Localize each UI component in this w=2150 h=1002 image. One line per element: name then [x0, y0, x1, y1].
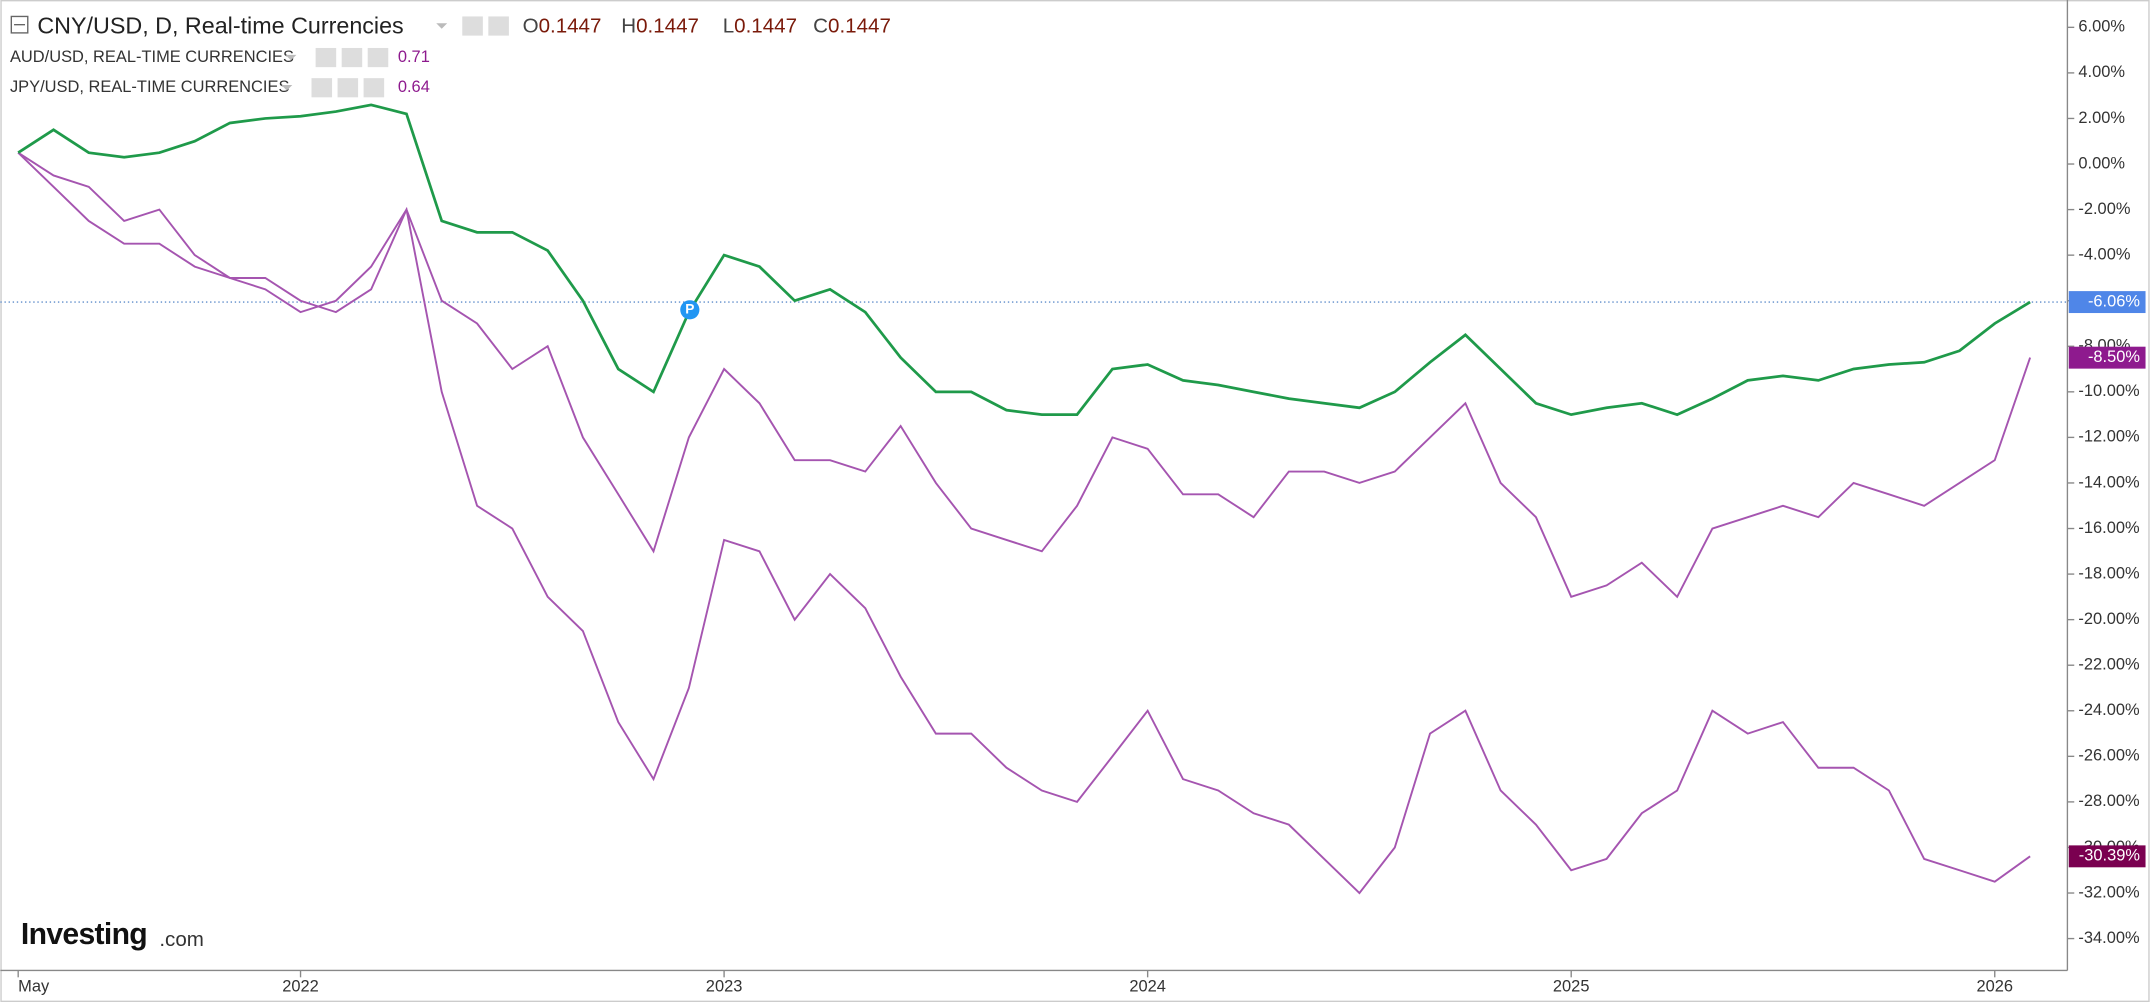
ohlc-item: L0.1447 — [723, 15, 797, 38]
y-tick-label: -2.00% — [2078, 200, 2130, 218]
y-tick-label: -10.00% — [2078, 382, 2140, 400]
y-tick-label: -16.00% — [2078, 519, 2140, 537]
y-tick-label: -18.00% — [2078, 564, 2140, 582]
x-tick-label: 2026 — [1976, 977, 2013, 995]
annotation-marker — [680, 300, 700, 320]
settings-icon[interactable] — [462, 16, 483, 36]
ohlc-item: C0.1447 — [813, 15, 891, 38]
legend-value: 0.64 — [398, 78, 430, 96]
y-tick-label: -22.00% — [2078, 656, 2140, 674]
legend-name: AUD/USD, REAL-TIME CURRENCIES — [10, 48, 294, 66]
ohlc-value: 0.1447 — [636, 15, 699, 38]
chart-title: CNY/USD, D, Real-time Currencies — [37, 13, 403, 39]
settings-icon[interactable] — [315, 47, 337, 68]
y-tick-label: -14.00% — [2078, 473, 2140, 491]
y-tick-label: 2.00% — [2078, 109, 2125, 127]
dropdown — [281, 84, 293, 91]
y-tick-label: -24.00% — [2078, 701, 2140, 719]
last-value-box — [2068, 346, 2146, 369]
dropdown[interactable] — [436, 23, 448, 29]
series-line — [17, 103, 2031, 417]
ohlc-value: 0.1447 — [734, 15, 797, 38]
series-line — [17, 151, 2032, 599]
ohlc-value: 0.1447 — [828, 15, 891, 38]
annotation: P — [685, 301, 694, 316]
last-value-label: -8.50% — [2088, 348, 2140, 366]
series-line — [17, 152, 2031, 895]
last-value-label: -30.39% — [2079, 847, 2141, 865]
y-tick-label: 0.00% — [2078, 154, 2125, 172]
x-tick-label: 2022 — [282, 977, 319, 995]
dropdown — [285, 54, 297, 61]
ohlc-value: 0.1447 — [539, 15, 602, 38]
y-tick-label: -12.00% — [2078, 428, 2140, 446]
ohlc-label: O — [523, 15, 539, 38]
settings-icon[interactable] — [488, 16, 509, 36]
ohlc-label: C — [813, 15, 828, 38]
ohlc-label: H — [621, 15, 636, 38]
y-tick-label: 4.00% — [2078, 63, 2125, 81]
y-tick-label: -28.00% — [2078, 792, 2140, 810]
x-tick-label: 2024 — [1129, 977, 1166, 995]
legend-value: 0.71 — [398, 48, 430, 66]
last-value-box — [2068, 291, 2146, 314]
ohlc-label: L — [723, 15, 734, 38]
settings-icon[interactable] — [367, 47, 389, 68]
y-tick-label: -4.00% — [2078, 245, 2130, 263]
settings-icon[interactable] — [311, 78, 333, 98]
y-tick-label: -32.00% — [2078, 883, 2140, 901]
watermark: Investing — [21, 918, 147, 951]
x-tick-label: 2023 — [706, 977, 743, 995]
legend-name: JPY/USD, REAL-TIME CURRENCIES — [10, 78, 290, 96]
settings-icon[interactable] — [337, 78, 359, 98]
settings-icon[interactable] — [341, 47, 363, 68]
last-value-label: -6.06% — [2088, 292, 2140, 310]
ohlc-item: H0.1447 — [621, 15, 699, 38]
y-tick-label: -20.00% — [2078, 610, 2140, 628]
x-tick-label: 2025 — [1553, 977, 1590, 995]
ohlc-item: O0.1447 — [523, 15, 602, 38]
last-value-box — [2068, 845, 2146, 868]
y-tick-label: -26.00% — [2078, 747, 2140, 765]
settings-icon[interactable] — [363, 78, 385, 98]
y-tick-label: -34.00% — [2078, 929, 2140, 947]
watermark: .com — [159, 928, 204, 951]
x-tick-label: May — [18, 977, 50, 995]
y-tick-label: 6.00% — [2078, 18, 2125, 36]
